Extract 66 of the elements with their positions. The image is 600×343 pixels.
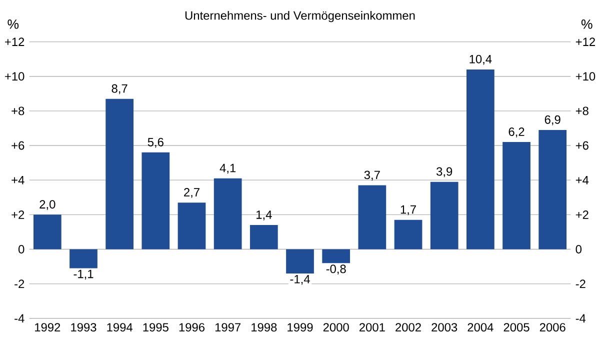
x-tick-label: 2004	[468, 322, 494, 332]
bar	[286, 249, 314, 274]
data-label: 2,0	[40, 200, 56, 210]
y2-tick-label: -2	[576, 280, 586, 288]
data-label: 1,4	[256, 210, 272, 220]
x-tick-label: 1999	[288, 322, 313, 332]
data-label: -1,4	[290, 274, 310, 285]
y-axis-title: %	[8, 19, 19, 29]
data-label: 4,1	[220, 164, 236, 174]
y-tick-label: +4	[12, 176, 24, 184]
bar	[502, 142, 530, 250]
data-label: 6,2	[508, 127, 524, 138]
y2-tick-label: +10	[576, 72, 596, 80]
x-tick-label: 2000	[323, 322, 349, 332]
bar	[358, 185, 386, 250]
y2-tick-label: +4	[576, 176, 589, 184]
bar	[214, 178, 242, 250]
chart-title: Unternehmens- und Vermögenseinkommen	[185, 10, 415, 22]
y-tick-label: -4	[14, 314, 24, 322]
y2-tick-label: +6	[576, 141, 588, 150]
x-tick-label: 1995	[143, 322, 168, 332]
x-tick-label: 1993	[71, 322, 96, 332]
bar	[322, 249, 350, 263]
y-tick-label: +10	[5, 72, 24, 80]
bar	[394, 220, 422, 250]
bar	[538, 130, 567, 250]
y2-tick-label: 0	[576, 244, 582, 254]
data-label: 5,6	[148, 138, 164, 148]
y-tick-label: +6	[12, 141, 24, 150]
bar	[466, 69, 494, 250]
data-label: 3,7	[364, 170, 380, 180]
y2-axis-title: %	[581, 19, 592, 29]
y2-tick-label: +8	[576, 106, 588, 116]
bar	[142, 152, 170, 250]
x-tick-label: 1998	[252, 322, 277, 332]
bar	[430, 182, 458, 250]
x-tick-label: 1992	[35, 322, 60, 332]
data-label: -1,1	[74, 270, 94, 280]
y2-tick-label: -4	[576, 314, 586, 322]
x-tick-label: 2005	[504, 322, 530, 332]
y-tick-label: 0	[18, 244, 24, 254]
bar	[70, 249, 98, 268]
x-tick-label: 1996	[179, 322, 204, 332]
x-tick-label: 2002	[396, 322, 421, 332]
bar	[106, 98, 134, 250]
bar	[33, 214, 62, 250]
data-label: 3,9	[436, 167, 452, 177]
x-tick-label: 2003	[432, 322, 458, 332]
data-label: 1,7	[400, 205, 416, 216]
bar	[250, 224, 278, 250]
x-tick-label: 2006	[540, 322, 566, 332]
x-tick-label: 1994	[107, 322, 132, 332]
x-tick-label: 2001	[360, 322, 385, 332]
y2-tick-label: +12	[576, 37, 595, 46]
data-label: 6,9	[544, 115, 560, 126]
data-label: 10,4	[470, 54, 492, 65]
x-tick-label: 1997	[215, 322, 241, 332]
y-tick-label: -2	[14, 280, 24, 288]
y-tick-label: +8	[12, 106, 24, 116]
data-label: 2,7	[184, 188, 200, 198]
y-tick-label: +2	[12, 210, 24, 219]
y2-tick-label: +2	[576, 210, 588, 219]
data-label: -0,8	[326, 264, 346, 274]
y-tick-label: +12	[5, 37, 24, 46]
data-label: 8,7	[112, 84, 128, 94]
bar	[178, 202, 206, 250]
